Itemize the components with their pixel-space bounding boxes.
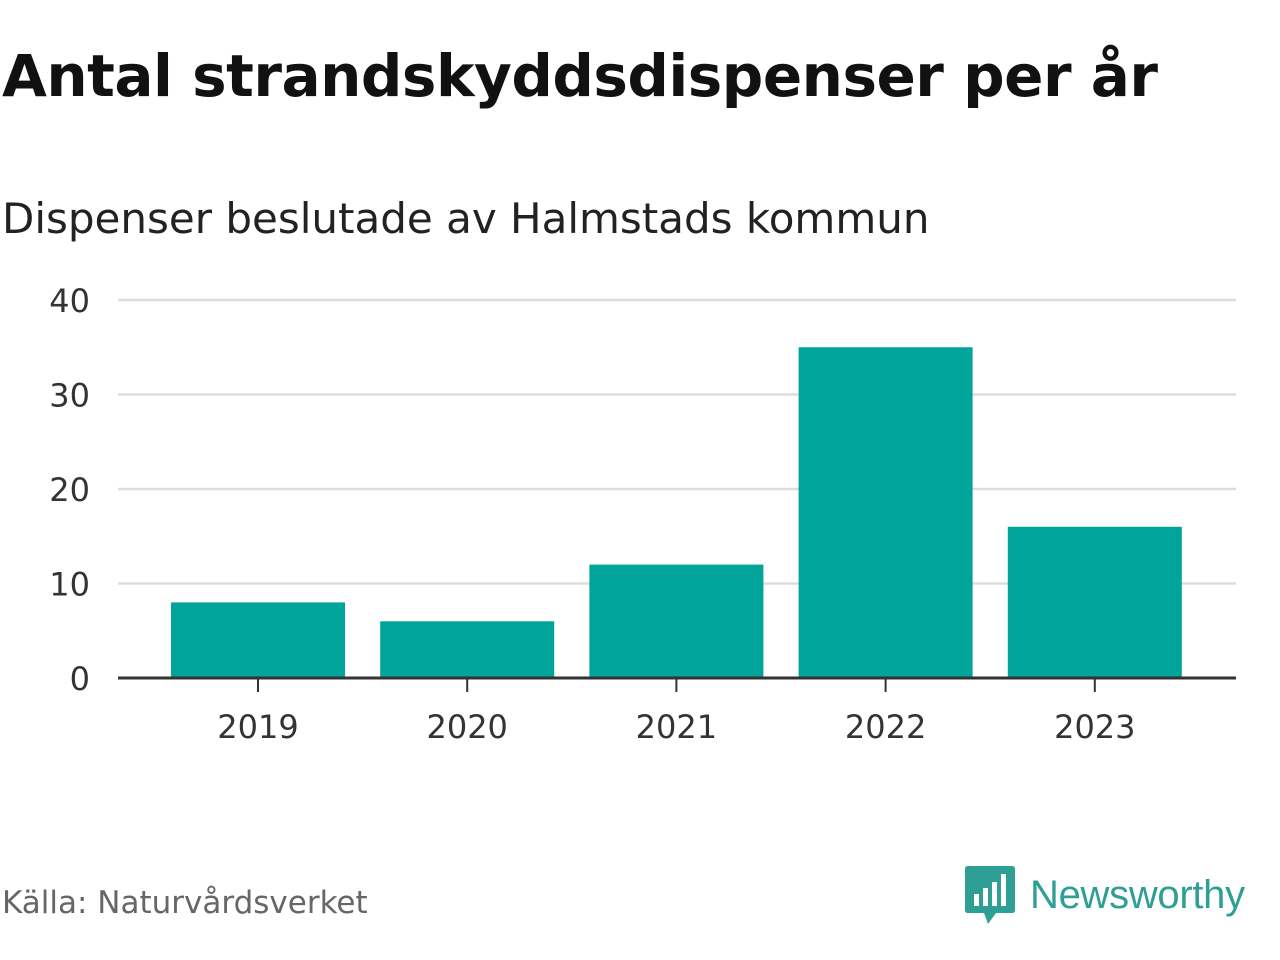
y-tick-label: 20 xyxy=(49,471,90,509)
x-tick-label: 2020 xyxy=(426,708,507,746)
x-tick-label: 2022 xyxy=(845,708,926,746)
chart-subtitle: Dispenser beslutade av Halmstads kommun xyxy=(2,194,930,243)
x-tick-label: 2019 xyxy=(217,708,298,746)
bar-2023 xyxy=(1007,526,1182,678)
y-tick-label: 10 xyxy=(49,566,90,604)
source-note: Källa: Naturvårdsverket xyxy=(2,885,368,921)
y-tick-label: 0 xyxy=(70,660,90,698)
brand-logo: Newsworthy xyxy=(964,864,1245,926)
bar-chart: 0 10 20 30 40 2019 2020 2021 2022 2023 xyxy=(49,282,1236,746)
x-tick-label: 2023 xyxy=(1054,708,1135,746)
x-tick-label: 2021 xyxy=(636,708,717,746)
bar-2021 xyxy=(589,564,764,678)
y-tick-label: 40 xyxy=(49,282,90,320)
newsworthy-logo-icon xyxy=(965,866,1015,924)
y-tick-label: 30 xyxy=(49,377,90,415)
brand-name: Newsworthy xyxy=(1030,872,1245,917)
bar-2019 xyxy=(171,602,345,678)
bar-2022 xyxy=(798,347,973,678)
chart-title: Antal strandskyddsdispenser per år xyxy=(2,42,1158,110)
bar-2020 xyxy=(380,621,555,678)
